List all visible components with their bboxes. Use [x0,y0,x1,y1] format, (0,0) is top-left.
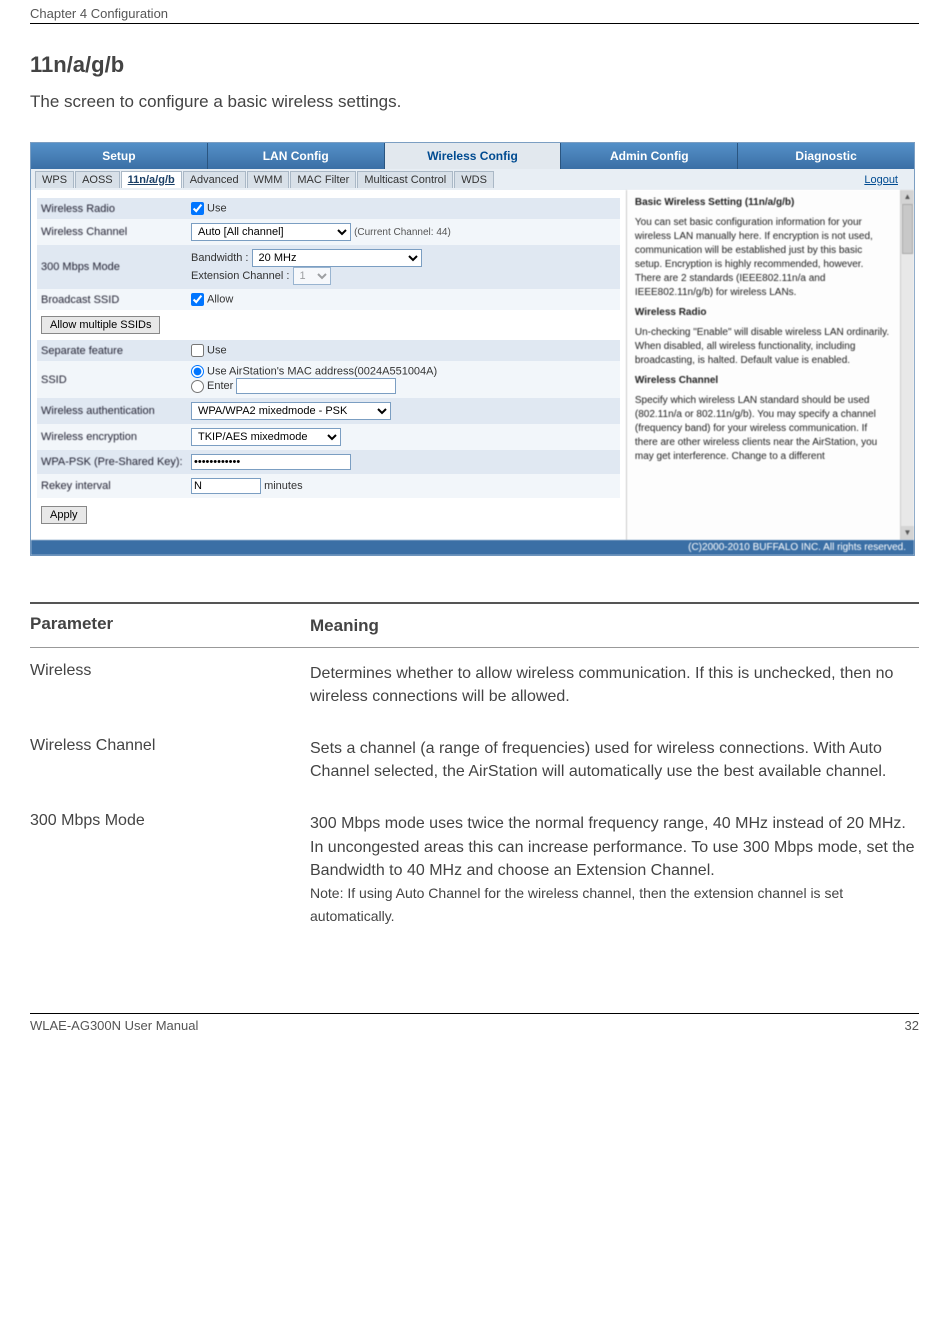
main-tabs: Setup LAN Config Wireless Config Admin C… [31,143,914,169]
label-psk: WPA-PSK (Pre-Shared Key): [37,450,187,474]
label-auth: Wireless authentication [37,398,187,424]
input-rekey[interactable] [191,478,261,494]
pt-header-param: Parameter [30,614,310,639]
select-bandwidth[interactable]: 20 MHz [252,249,422,267]
label-ssid-enter: Enter [207,380,233,392]
pt-header-meaning: Meaning [310,614,919,639]
btn-apply[interactable]: Apply [41,506,87,524]
tab-lan-config[interactable]: LAN Config [208,143,385,169]
label-wireless-radio: Wireless Radio [37,198,187,219]
label-broadcast-ssid: Broadcast SSID [37,289,187,310]
subtab-wds[interactable]: WDS [454,171,494,188]
config-screenshot: Setup LAN Config Wireless Config Admin C… [30,142,915,556]
pt-meaning-1: Sets a channel (a range of frequencies) … [310,737,919,783]
section-title: 11n/a/g/b [30,52,919,78]
help-h2-title: Wireless Radio [635,307,707,318]
select-ext-channel[interactable]: 1 [293,267,331,285]
help-scrollbar[interactable]: ▲ ▼ [900,190,914,540]
tab-wireless-config[interactable]: Wireless Config [385,143,562,169]
scroll-down-icon[interactable]: ▼ [901,526,914,540]
help-h3-body: Specify which wireless LAN standard shou… [635,394,906,464]
subtab-mac-filter[interactable]: MAC Filter [290,171,356,188]
label-current-channel: (Current Channel: 44) [354,227,451,238]
help-h1-title: Basic Wireless Setting (11n/a/g/b) [635,197,794,208]
pt-param-2: 300 Mbps Mode [30,812,310,928]
section-desc: The screen to configure a basic wireless… [30,92,919,112]
checkbox-broadcast[interactable] [191,293,204,306]
label-300mbps: 300 Mbps Mode [37,245,187,289]
label-separate: Separate feature [37,340,187,361]
subtab-11nagb[interactable]: 11n/a/g/b [121,171,182,188]
help-pane: ▲ ▼ Basic Wireless Setting (11n/a/g/b) Y… [626,190,914,540]
label-minutes: minutes [264,480,303,492]
label-rekey: Rekey interval [37,474,187,498]
input-ssid[interactable] [236,378,396,394]
help-h2-body: Un-checking "Enable" will disable wirele… [635,326,906,368]
select-encryption[interactable]: TKIP/AES mixedmode [191,428,341,446]
scroll-thumb[interactable] [902,204,913,254]
subtab-multicast[interactable]: Multicast Control [357,171,453,188]
tab-setup[interactable]: Setup [31,143,208,169]
checkbox-wireless-radio[interactable] [191,202,204,215]
footer-manual-name: WLAE-AG300N User Manual [30,1018,198,1033]
footer-page-number: 32 [905,1018,919,1033]
select-wireless-channel[interactable]: Auto [All channel] [191,223,351,241]
scroll-up-icon[interactable]: ▲ [901,190,914,204]
subtab-wmm[interactable]: WMM [247,171,290,188]
pt-meaning-2: 300 Mbps mode uses twice the normal freq… [310,815,915,878]
label-separate-use: Use [207,344,227,356]
label-ext-channel: Extension Channel : [191,270,289,282]
copyright-bar: (C)2000-2010 BUFFALO INC. All rights res… [31,540,914,555]
subtab-advanced[interactable]: Advanced [183,171,246,188]
tab-admin-config[interactable]: Admin Config [561,143,738,169]
label-ssid-mac: Use AirStation's MAC address(0024A551004… [207,365,437,377]
select-auth[interactable]: WPA/WPA2 mixedmode - PSK [191,402,391,420]
radio-ssid-mac[interactable] [191,365,204,378]
label-allow: Allow [207,293,233,305]
logout-link[interactable]: Logout [864,174,910,186]
label-wireless-channel: Wireless Channel [37,219,187,245]
pt-param-0: Wireless [30,662,310,708]
help-h3-title: Wireless Channel [635,375,718,386]
pt-meaning-0: Determines whether to allow wireless com… [310,662,919,708]
subtab-wps[interactable]: WPS [35,171,74,188]
help-h1-body: You can set basic configuration informat… [635,216,906,300]
radio-ssid-enter[interactable] [191,380,204,393]
parameter-table: Parameter Meaning Wireless Determines wh… [30,602,919,943]
form-pane: Wireless Radio Use Wireless Channel Auto… [31,190,626,540]
tab-diagnostic[interactable]: Diagnostic [738,143,914,169]
btn-multi-ssid[interactable]: Allow multiple SSIDs [41,316,160,334]
chapter-header: Chapter 4 Configuration [30,0,919,24]
pt-param-1: Wireless Channel [30,737,310,783]
subtab-aoss[interactable]: AOSS [75,171,120,188]
checkbox-separate[interactable] [191,344,204,357]
input-psk[interactable] [191,454,351,470]
label-use: Use [207,202,227,214]
sub-tabs: WPS AOSS 11n/a/g/b Advanced WMM MAC Filt… [31,169,914,190]
pt-note-2: If using Auto Channel for the wireless c… [310,885,843,924]
label-ssid: SSID [37,361,187,398]
label-bandwidth: Bandwidth : [191,252,248,264]
page-footer: WLAE-AG300N User Manual 32 [30,1013,919,1053]
label-encryption: Wireless encryption [37,424,187,450]
